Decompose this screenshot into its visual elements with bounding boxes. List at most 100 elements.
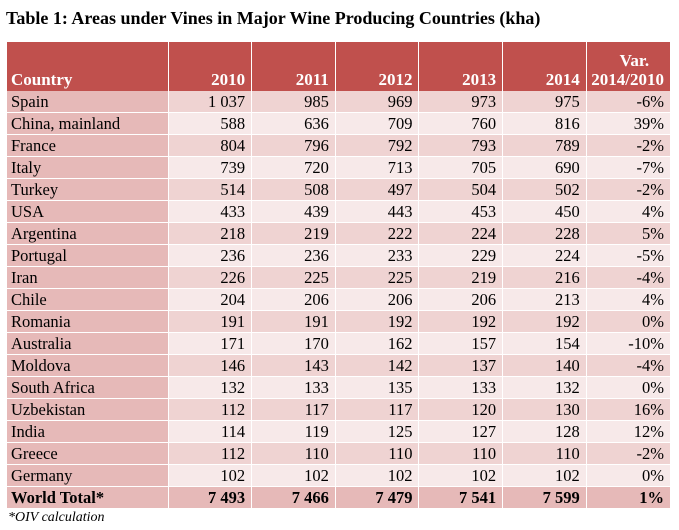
cell-2013: 102: [418, 464, 504, 487]
cell-2014: 690: [502, 156, 587, 179]
cell-variation: -2%: [586, 442, 670, 465]
cell-2013: 206: [418, 288, 504, 311]
total-2014: 7 599: [502, 486, 587, 509]
cell-country: Turkey: [7, 178, 169, 201]
cell-2012: 102: [335, 464, 420, 487]
cell-2013: 504: [418, 178, 504, 201]
cell-2013: 133: [418, 376, 504, 399]
cell-2014: 140: [502, 354, 587, 377]
cell-country: South Africa: [7, 376, 169, 399]
cell-country: Chile: [7, 288, 169, 311]
table-row: Portugal 236 236 233 229 224 -5%: [7, 244, 670, 267]
header-row: Country 2010 2011 2012 2013 2014 Var. 20…: [7, 42, 670, 91]
cell-2010: 171: [168, 332, 253, 355]
vineyard-area-table: Country 2010 2011 2012 2013 2014 Var. 20…: [7, 42, 670, 509]
header-country: Country: [7, 42, 169, 91]
cell-2010: 112: [168, 442, 253, 465]
table-title: Table 1: Areas under Vines in Major Wine…: [6, 8, 541, 28]
table-row: Germany 102 102 102 102 102 0%: [7, 464, 670, 487]
cell-2012: 792: [335, 134, 420, 157]
cell-country: Iran: [7, 266, 169, 289]
cell-2012: 135: [335, 376, 420, 399]
total-2012: 7 479: [335, 486, 420, 509]
cell-variation: -10%: [586, 332, 670, 355]
table-row: Uzbekistan 112 117 117 120 130 16%: [7, 398, 670, 421]
cell-2011: 225: [251, 266, 336, 289]
cell-2012: 713: [335, 156, 420, 179]
footnote: *OIV calculation: [8, 510, 105, 525]
cell-2013: 192: [418, 310, 504, 333]
cell-2014: 216: [502, 266, 587, 289]
table-row: Chile 204 206 206 206 213 4%: [7, 288, 670, 311]
vineyard-area-table-container: Country 2010 2011 2012 2013 2014 Var. 20…: [7, 42, 670, 509]
cell-variation: -2%: [586, 134, 670, 157]
cell-2014: 192: [502, 310, 587, 333]
cell-2013: 229: [418, 244, 504, 267]
cell-2013: 127: [418, 420, 504, 443]
cell-2011: 796: [251, 134, 336, 157]
cell-2011: 636: [251, 112, 336, 135]
cell-2012: 125: [335, 420, 420, 443]
total-row: World Total* 7 493 7 466 7 479 7 541 7 599 1%: [7, 486, 670, 509]
cell-variation: 16%: [586, 398, 670, 421]
cell-2013: 760: [418, 112, 504, 135]
cell-2013: 120: [418, 398, 504, 421]
cell-variation: 5%: [586, 222, 670, 245]
cell-2014: 132: [502, 376, 587, 399]
cell-country: Uzbekistan: [7, 398, 169, 421]
cell-variation: 39%: [586, 112, 670, 135]
cell-2012: 443: [335, 200, 420, 223]
table-body: Spain 1 037 985 969 973 975 -6% China, mainland…: [7, 91, 670, 509]
cell-2011: 110: [251, 442, 336, 465]
cell-variation: 4%: [586, 200, 670, 223]
cell-country: Spain: [7, 91, 169, 113]
table-row: Argentina 218 219 222 224 228 5%: [7, 222, 670, 245]
cell-variation: -6%: [586, 91, 670, 113]
cell-2014: 816: [502, 112, 587, 135]
table-row: South Africa 132 133 135 133 132 0%: [7, 376, 670, 399]
cell-country: Argentina: [7, 222, 169, 245]
header-2013: 2013: [418, 42, 504, 91]
cell-2011: 119: [251, 420, 336, 443]
cell-2013: 453: [418, 200, 504, 223]
cell-2012: 225: [335, 266, 420, 289]
table-row: USA 433 439 443 453 450 4%: [7, 200, 670, 223]
cell-2014: 110: [502, 442, 587, 465]
cell-2013: 793: [418, 134, 504, 157]
cell-country: USA: [7, 200, 169, 223]
cell-2011: 133: [251, 376, 336, 399]
cell-2011: 191: [251, 310, 336, 333]
cell-2014: 975: [502, 91, 587, 113]
cell-variation: -4%: [586, 266, 670, 289]
cell-2011: 170: [251, 332, 336, 355]
cell-country: France: [7, 134, 169, 157]
total-2013: 7 541: [418, 486, 504, 509]
header-2012: 2012: [335, 42, 420, 91]
cell-2011: 143: [251, 354, 336, 377]
header-variation-line2: 2014/2010: [591, 70, 664, 89]
cell-2011: 102: [251, 464, 336, 487]
header-variation-line1: Var.: [619, 51, 650, 70]
cell-2011: 219: [251, 222, 336, 245]
cell-2011: 508: [251, 178, 336, 201]
cell-variation: 0%: [586, 376, 670, 399]
cell-2014: 450: [502, 200, 587, 223]
cell-2010: 588: [168, 112, 253, 135]
cell-2010: 433: [168, 200, 253, 223]
cell-2010: 102: [168, 464, 253, 487]
cell-2010: 132: [168, 376, 253, 399]
cell-country: Italy: [7, 156, 169, 179]
cell-variation: 12%: [586, 420, 670, 443]
cell-2012: 117: [335, 398, 420, 421]
cell-2012: 222: [335, 222, 420, 245]
table-row: China, mainland 588 636 709 760 816 39%: [7, 112, 670, 135]
cell-country: India: [7, 420, 169, 443]
cell-2010: 114: [168, 420, 253, 443]
cell-country: Moldova: [7, 354, 169, 377]
cell-country: Australia: [7, 332, 169, 355]
table-row: Moldova 146 143 142 137 140 -4%: [7, 354, 670, 377]
cell-variation: -4%: [586, 354, 670, 377]
cell-2012: 709: [335, 112, 420, 135]
cell-2011: 985: [251, 91, 336, 113]
cell-variation: -5%: [586, 244, 670, 267]
